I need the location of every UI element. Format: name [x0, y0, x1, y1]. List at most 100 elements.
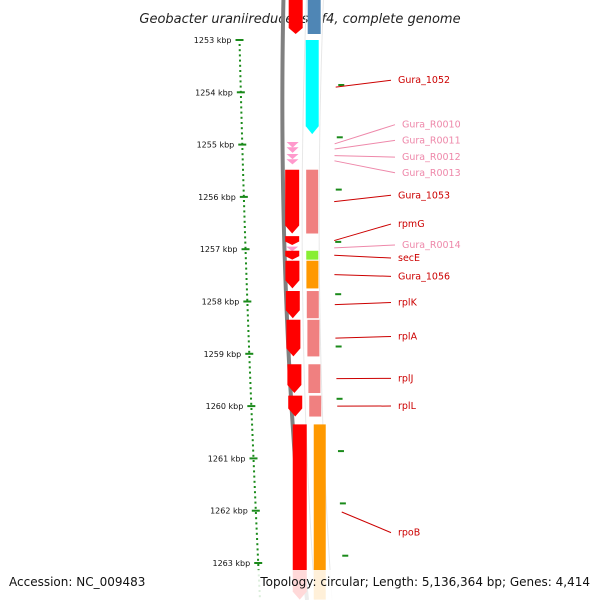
scale-dot — [244, 241, 247, 244]
scale-dot — [251, 423, 254, 426]
gene-label: Gura_R0010 — [402, 120, 461, 131]
scale-dot — [242, 174, 245, 176]
scale-dot — [238, 49, 241, 52]
leader-line — [334, 254, 392, 259]
scale-dot — [239, 96, 242, 98]
companion-block — [306, 260, 319, 289]
scale-dot — [252, 454, 255, 457]
scale-dot — [252, 449, 255, 452]
companion-block — [309, 395, 322, 417]
scale-dot — [250, 397, 253, 400]
companion-block — [306, 169, 319, 234]
scale-dot — [254, 496, 257, 499]
tick-label: 1263 kbp — [213, 559, 251, 568]
rna-feature — [286, 159, 299, 165]
scale-dot — [241, 163, 244, 166]
gene-label: rpoB — [398, 528, 420, 539]
scale-dot — [257, 564, 260, 566]
scale-dot — [250, 408, 253, 410]
scale-dot — [244, 252, 247, 254]
leader-line — [334, 155, 396, 158]
scale-dot — [252, 460, 255, 462]
scale-dot — [254, 506, 257, 509]
scale-dot — [254, 512, 257, 514]
scale-dot — [253, 491, 256, 494]
leader-line — [334, 223, 392, 242]
scale-dot — [255, 532, 258, 535]
lane-guide — [318, 0, 333, 600]
gene-label: Gura_R0012 — [402, 152, 461, 163]
scale-dot — [247, 319, 250, 322]
scale-dot — [244, 246, 247, 249]
feature-tracks — [285, 0, 326, 600]
scale-dot — [238, 54, 241, 57]
gene-label: rplL — [398, 401, 417, 412]
cds-arrow — [285, 169, 300, 234]
scale-dot — [248, 366, 251, 369]
companion-block — [308, 364, 321, 394]
scale-dot — [245, 288, 248, 291]
scale-dot — [253, 486, 256, 488]
scale-dot — [241, 137, 244, 140]
tick-label: 1262 kbp — [210, 507, 248, 516]
scale-dot — [241, 153, 244, 156]
scale-dot — [247, 324, 250, 327]
scale-dot — [250, 418, 253, 421]
gene-label: secE — [398, 253, 420, 264]
scale-dot — [241, 142, 244, 145]
gene-label: rplJ — [398, 373, 413, 384]
gene-label: Gura_R0014 — [402, 240, 461, 251]
scale-dot — [245, 262, 248, 265]
rna-feature — [286, 147, 299, 153]
scale-dot — [243, 205, 246, 208]
rna-feature — [286, 154, 299, 160]
cds-arrow — [285, 260, 300, 289]
footer-backdrop — [0, 570, 600, 600]
scale-dot — [253, 475, 256, 478]
scale-dot — [248, 371, 251, 374]
feature-arrow — [288, 0, 303, 34]
scale-dot — [251, 434, 254, 436]
leader-line — [334, 194, 392, 203]
scale-dot — [246, 293, 249, 296]
scale-dot — [255, 527, 258, 530]
scale-dot — [243, 226, 246, 228]
tick-label: 1253 kbp — [194, 36, 232, 45]
lane-guide — [301, 0, 316, 600]
cds-arrow — [286, 319, 301, 357]
leader-line — [334, 139, 396, 150]
tick-label: 1255 kbp — [197, 141, 235, 150]
scale-dot — [253, 480, 256, 483]
feature-labels: Gura_1052 Gura_R0010 Gura_R0011 Gura_R0012 G… — [334, 75, 461, 539]
scale-dot — [242, 179, 245, 182]
tick-label: 1256 kbp — [198, 193, 236, 202]
scale-dot — [256, 553, 259, 556]
scale-dot — [240, 101, 243, 104]
scale-dot — [251, 439, 254, 442]
scale-dot — [255, 522, 258, 525]
scale-dot — [243, 210, 246, 213]
scale-dot — [244, 257, 247, 260]
scale-dot — [245, 283, 248, 286]
scale-dot — [248, 350, 251, 353]
scale-dot — [239, 90, 242, 93]
scale-dot — [242, 194, 245, 197]
scale-dot — [246, 298, 249, 301]
scale-dot — [245, 267, 248, 270]
cds-arrow — [292, 424, 307, 600]
scale-dot — [242, 200, 245, 202]
gene-label: Gura_1056 — [398, 271, 450, 282]
scale-dot — [255, 517, 258, 520]
scale-dot — [240, 116, 243, 119]
scale-dot — [239, 85, 242, 88]
scale-dot — [240, 122, 243, 124]
scale-dot — [247, 330, 250, 332]
scale-dot — [243, 220, 246, 223]
cds-arrow — [305, 40, 319, 135]
gene-label: rplA — [398, 331, 418, 342]
scale-dot — [257, 558, 260, 561]
scale-dot — [242, 168, 245, 171]
topology-label: Topology: circular; Length: 5,136,364 bp… — [259, 575, 590, 589]
scale-dot — [248, 356, 251, 358]
